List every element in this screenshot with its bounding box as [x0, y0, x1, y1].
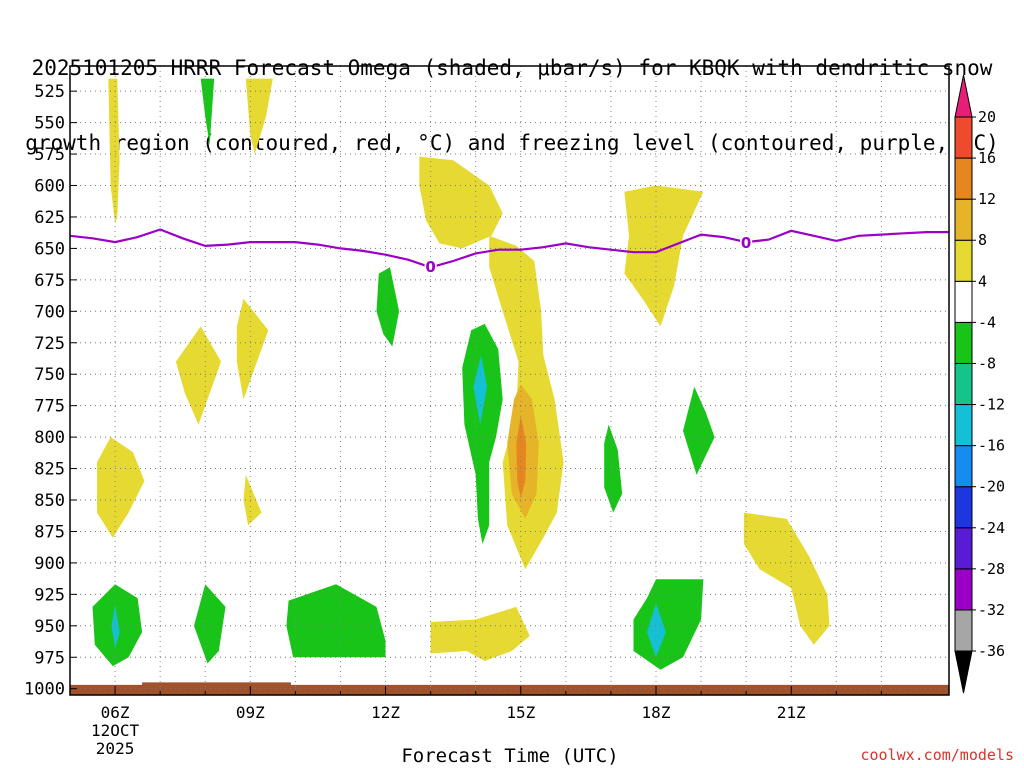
freezing-level-line — [69, 228, 949, 269]
y-tick-label-800: 800 — [34, 428, 65, 448]
colorbar-bottom-arrow — [954, 650, 973, 694]
colorbar-bin--4-to-4 — [954, 280, 973, 323]
x-tick-sublabel-0: 12OCT — [91, 721, 140, 740]
freezing-level-label-0: 0 — [425, 258, 435, 276]
colorbar-label--12: -12 — [978, 396, 1005, 414]
chart-title: 2025101205 HRRR Forecast Omega (shaded, … — [0, 6, 1024, 181]
omega-region-20 — [194, 584, 226, 664]
omega-region-9 — [462, 323, 503, 544]
title-line-1: 2025101205 HRRR Forecast Omega (shaded, … — [31, 56, 993, 80]
omega-region-23 — [633, 579, 704, 670]
y-tick-label-1000: 1000 — [24, 680, 65, 700]
y-tick-label-600: 600 — [34, 177, 65, 197]
colorbar-label--20: -20 — [978, 478, 1005, 496]
freezing-label-bg-1 — [740, 234, 753, 251]
x-tick-label-15Z: 15Z — [506, 703, 535, 722]
omega-region-16 — [97, 437, 145, 538]
omega-region-2 — [200, 78, 215, 146]
colorbar-bin-4-to-8 — [954, 239, 973, 282]
y-axis: 525 550 575 600 625 650 675 700 725 750 775 800 825 8… — [24, 82, 77, 700]
credit-text: coolwx.com/models — [860, 746, 1014, 764]
omega-region-22 — [430, 606, 530, 661]
plot-frame — [69, 65, 950, 696]
y-tick-label-775: 775 — [34, 397, 65, 417]
colorbar-label-16: 16 — [978, 149, 996, 167]
colorbar-label--8: -8 — [978, 354, 996, 372]
omega-region-13 — [175, 326, 221, 425]
y-tick-label-700: 700 — [34, 302, 65, 322]
x-tick-label-21Z: 21Z — [777, 703, 806, 722]
title-line-2: growth region (contoured, red, °C) and f… — [25, 131, 999, 155]
colorbar-label-8: 8 — [978, 231, 987, 249]
colorbar-bin--36-to--32 — [954, 609, 973, 652]
y-tick-label-575: 575 — [34, 145, 65, 165]
colorbar-bin--20-to--16 — [954, 445, 973, 488]
omega-region-15 — [243, 474, 262, 526]
omega-region-25 — [70, 684, 949, 695]
x-tick-label-06Z: 06Z — [101, 703, 130, 722]
omega-region-8 — [376, 267, 400, 347]
x-tick-label-09Z: 09Z — [236, 703, 265, 722]
freezing-label-bg-0 — [424, 258, 437, 275]
colorbar-label--28: -28 — [978, 560, 1005, 578]
omega-shading-layer — [70, 78, 949, 695]
omega-region-14 — [236, 298, 269, 400]
colorbar-bin--8-to--4 — [954, 321, 973, 364]
y-tick-label-525: 525 — [34, 82, 65, 102]
omega-region-1 — [245, 78, 273, 155]
y-tick-label-550: 550 — [34, 114, 65, 134]
x-tick-sublabel-1: 2025 — [96, 739, 135, 758]
colorbar-label--4: -4 — [978, 313, 996, 331]
colorbar-bin-8-to-12 — [954, 198, 973, 241]
colorbar-label-12: 12 — [978, 190, 996, 208]
colorbar-bin-16-to-20 — [954, 116, 973, 159]
colorbar-bin--16-to--12 — [954, 404, 973, 447]
y-tick-label-950: 950 — [34, 617, 65, 637]
y-tick-label-750: 750 — [34, 365, 65, 385]
freezing-level-label-1: 0 — [741, 234, 751, 252]
colorbar-bin-12-to-16 — [954, 157, 973, 200]
x-tick-label-18Z: 18Z — [642, 703, 671, 722]
y-tick-label-875: 875 — [34, 522, 65, 542]
omega-region-0 — [108, 78, 120, 224]
omega-region-7 — [624, 185, 704, 327]
x-axis-label: Forecast Time (UTC) — [401, 745, 619, 767]
y-tick-label-825: 825 — [34, 460, 65, 480]
colorbar-label--16: -16 — [978, 437, 1005, 455]
colorbar-label--24: -24 — [978, 519, 1005, 537]
y-tick-label-850: 850 — [34, 491, 65, 511]
y-tick-label-975: 975 — [34, 648, 65, 668]
omega-region-10 — [473, 355, 487, 425]
omega-region-3 — [419, 156, 503, 249]
y-tick-label-650: 650 — [34, 239, 65, 259]
colorbar-top-arrow — [954, 74, 973, 118]
y-tick-label-925: 925 — [34, 585, 65, 605]
colorbar-label-4: 4 — [978, 272, 987, 290]
omega-region-17 — [743, 512, 830, 645]
colorbar-bin--28-to--24 — [954, 527, 973, 570]
omega-region-11 — [683, 386, 715, 475]
y-tick-label-900: 900 — [34, 554, 65, 574]
colorbar-bin--32-to--28 — [954, 568, 973, 611]
colorbar: -36 -32 -28 -24 -20 -16 -12 -8 -4 4 8 12 16 20 — [954, 74, 1005, 694]
omega-region-26 — [142, 682, 291, 687]
colorbar-label--32: -32 — [978, 601, 1005, 619]
colorbar-bin--24-to--20 — [954, 486, 973, 529]
omega-region-12 — [604, 424, 623, 513]
y-tick-label-625: 625 — [34, 208, 65, 228]
omega-region-24 — [647, 603, 666, 658]
colorbar-label--36: -36 — [978, 642, 1005, 660]
y-tick-label-725: 725 — [34, 334, 65, 354]
colorbar-label-20: 20 — [978, 108, 996, 126]
y-tick-label-675: 675 — [34, 271, 65, 291]
freezing-level-layer: 00 — [69, 228, 949, 276]
omega-region-21 — [286, 584, 386, 658]
colorbar-bin--12-to--8 — [954, 362, 973, 406]
x-tick-label-12Z: 12Z — [371, 703, 400, 722]
